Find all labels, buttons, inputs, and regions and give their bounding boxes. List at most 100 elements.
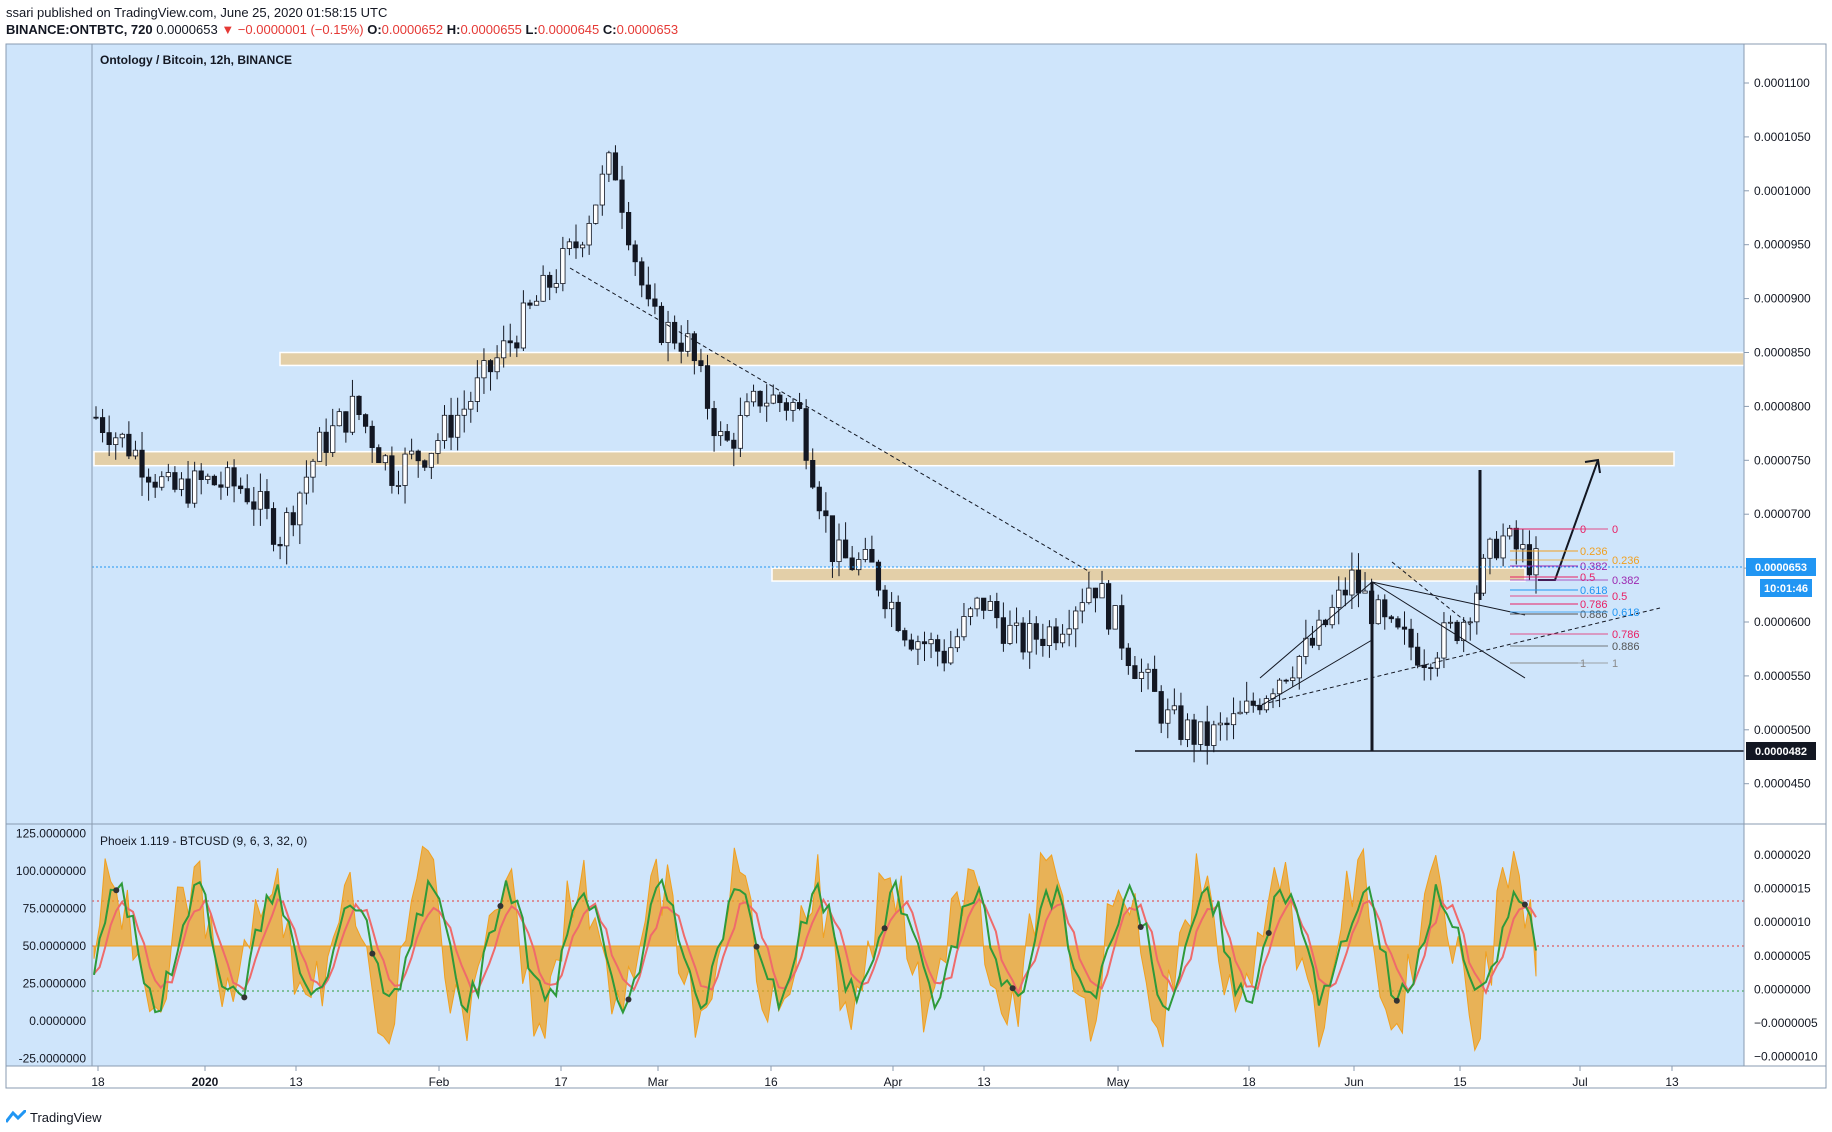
candle [494,357,500,373]
candle [1217,722,1223,726]
candle [1073,610,1079,630]
candle [1303,637,1309,657]
candle [1309,637,1316,646]
candle [566,241,573,249]
candle [1428,667,1434,669]
candle [632,244,638,263]
candle [1106,583,1112,630]
candle [1040,638,1046,646]
candle [1520,544,1526,550]
candle [1375,599,1381,625]
candle [1434,657,1440,669]
candle [1152,668,1158,692]
last-price-badge [1746,558,1816,576]
oscillator-left-tick: 75.0000000 [23,902,87,916]
candle [652,298,658,307]
oscillator-signal-dot [113,887,120,894]
candle [422,460,428,468]
oscillator-signal-dot [881,925,888,932]
candle [1441,622,1447,659]
candle [316,431,323,462]
candle [1237,711,1243,715]
candle [711,408,717,437]
candle [718,431,724,437]
candle [218,484,224,488]
time-tick-label: Apr [884,1075,903,1089]
oscillator-signal-dot [1265,929,1272,936]
published-line: ssari published on TradingView.com, June… [6,5,388,20]
candle [606,152,612,175]
candle [362,414,369,427]
price-tick-label: 0.0000900 [1754,292,1811,306]
fib-level-label: 0.886 [1580,609,1608,621]
time-tick-label: 13 [1665,1075,1679,1089]
channel-upper [1259,581,1373,679]
candle [343,411,349,433]
oscillator-right-tick: 0.0000015 [1754,882,1811,896]
candle [1230,713,1237,726]
candle [185,478,191,504]
candle [520,302,526,349]
candle [1276,679,1283,695]
candle [810,460,816,488]
candle [803,408,809,461]
fib-level-label: 1 [1612,658,1618,670]
candle [126,433,132,457]
candle [737,415,743,449]
candle [402,453,408,486]
oscillator-pane[interactable] [92,845,1744,1052]
fib-level-label: 1 [1580,658,1586,670]
time-tick-label: Feb [429,1075,450,1089]
candle [284,512,290,547]
candle [1500,535,1506,559]
candle [935,639,941,652]
oscillator-signal-dot [1393,997,1400,1004]
resistance-zone [771,567,1526,582]
candle [842,539,849,559]
close-value: 0.0000653 [616,22,679,37]
candle [1178,705,1184,740]
time-tick-label: Jun [1344,1075,1363,1089]
price-tick-label: 0.0000850 [1754,346,1811,360]
footer-brand[interactable]: TradingView [6,1106,102,1128]
candle [1079,602,1085,612]
candle [1408,628,1414,648]
candle [639,261,645,286]
oscillator-pane-title: Phoeix 1.119 - BTCUSD (9, 6, 3, 32, 0) [100,834,308,848]
candle [1066,628,1072,635]
candle [336,411,342,427]
candle [146,476,152,483]
candle [1257,705,1263,711]
candle [1493,538,1500,559]
time-tick-label: May [1107,1075,1130,1089]
candle [533,300,540,306]
candle [889,601,895,610]
candle [244,488,250,503]
candle [1336,589,1342,608]
candle [1533,548,1539,576]
candle [928,639,934,645]
candle [1053,626,1059,644]
candle [310,460,316,478]
oscillator-right-tick: 0.0000020 [1754,848,1811,862]
candle [376,447,382,464]
candle [829,515,836,563]
axes: 0.0001100 0.0001050 0.0001000 0.0000950 0.00… [5,43,1827,1089]
candle [849,557,855,571]
candle [790,402,796,411]
price-pane[interactable]: 00.2360.3820.50.6180.7860.886100.2360.38… [92,145,1745,765]
candle [139,449,145,478]
candle [435,440,441,454]
last-price-badge-label: 0.0000653 [1755,562,1807,574]
candle [1211,724,1217,746]
candle [132,449,139,457]
candle [836,539,842,563]
candle [1165,709,1171,724]
candle [1191,719,1197,745]
candle [770,394,776,404]
candle [981,597,987,611]
candle [1362,590,1368,594]
price-tick-label: 0.0001100 [1754,76,1810,90]
candle [954,636,960,649]
